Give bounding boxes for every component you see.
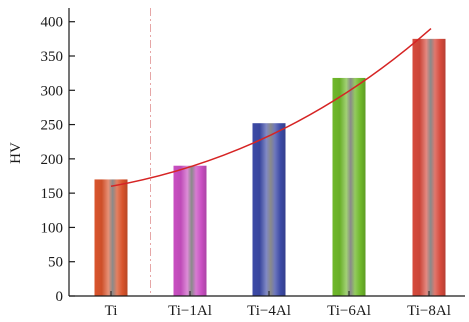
x-category-label: Ti−4Al xyxy=(247,303,291,319)
bar-1 xyxy=(94,179,128,296)
bar-2 xyxy=(173,165,207,296)
trend-curve xyxy=(110,28,432,188)
y-tick-label: 50 xyxy=(48,255,63,271)
x-category-label: Ti−1Al xyxy=(168,303,212,319)
y-ticks: 0 50 100 150 200 250 300 350 400 xyxy=(41,15,75,305)
y-tick-label: 400 xyxy=(41,15,64,31)
y-tick-label: 100 xyxy=(41,220,64,236)
trend-layer xyxy=(110,28,432,188)
x-category-labels: Ti Ti−1Al Ti−4Al Ti−6Al Ti−8Al xyxy=(105,291,451,319)
x-category-label: Ti xyxy=(105,303,118,319)
bars-layer xyxy=(94,38,446,296)
x-category-label: Ti−8Al xyxy=(407,303,451,319)
y-tick-label: 0 xyxy=(56,289,64,305)
y-tick-label: 250 xyxy=(41,118,64,134)
bar-5 xyxy=(412,38,446,296)
bar-3 xyxy=(252,123,286,296)
bar-4 xyxy=(332,77,366,296)
y-tick-label: 300 xyxy=(41,83,64,99)
y-tick-label: 150 xyxy=(41,186,64,202)
y-tick-label: 200 xyxy=(41,152,64,168)
x-category-label: Ti−6Al xyxy=(327,303,371,319)
y-axis-label: HV xyxy=(8,142,24,164)
y-tick-label: 350 xyxy=(41,49,64,65)
